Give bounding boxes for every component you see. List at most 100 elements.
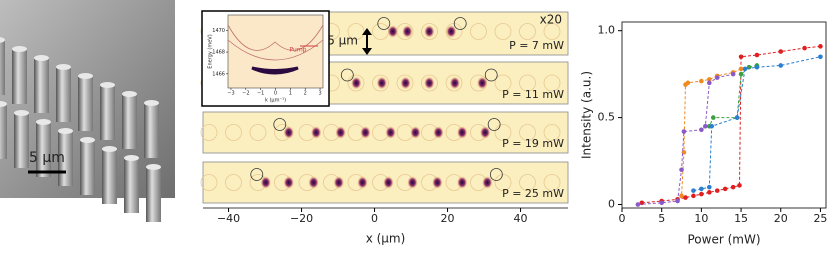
y-axis-label: Intensity (a.u.) [580, 71, 594, 159]
data-point [703, 123, 708, 129]
pillar-top [58, 128, 73, 134]
pump-ring [347, 74, 365, 92]
condensate [432, 176, 443, 189]
x-tick-label: 20 [441, 212, 455, 225]
data-point [699, 127, 704, 133]
inset-x-label: k (µm⁻¹) [265, 98, 286, 104]
data-point [710, 115, 716, 120]
pillar [80, 140, 95, 195]
condensate [387, 25, 398, 38]
data-point [754, 52, 760, 58]
inset-x-tick-label: −2 [242, 91, 249, 97]
pump-ring [543, 174, 561, 191]
condensate [449, 77, 460, 89]
data-point [737, 183, 742, 188]
data-point [778, 49, 784, 54]
y-tick-label: 0 [608, 198, 615, 211]
plot-frame [621, 21, 827, 209]
data-point [707, 80, 712, 86]
pump-ring [494, 174, 512, 191]
pillar [34, 58, 49, 113]
pillar-top [122, 91, 137, 97]
x-axis-label: Power (mW) [687, 233, 760, 247]
pump-circle [377, 17, 391, 30]
pillar [100, 85, 115, 140]
strip [202, 111, 569, 154]
data-point [635, 202, 641, 207]
pillar-top [78, 73, 93, 79]
x-tick-label: 0 [371, 212, 378, 225]
x-tick-label: 25 [813, 212, 827, 225]
pillar-top [124, 155, 139, 161]
data-point [699, 191, 704, 197]
condensate [402, 25, 413, 38]
dispersion [227, 39, 324, 61]
inset-x-tick-label: 0 [274, 91, 277, 97]
y-tick-label: 1.0 [598, 24, 616, 37]
pillar [78, 76, 93, 131]
pillar [102, 149, 117, 204]
x-tick-label: −40 [217, 212, 240, 225]
pillar-top [144, 100, 159, 106]
pump-ring [470, 23, 487, 40]
pump-ring [494, 124, 512, 141]
condensate [283, 126, 294, 139]
condensate [482, 176, 493, 189]
condensate [351, 77, 362, 89]
data-point [818, 54, 823, 60]
series-line [641, 45, 821, 204]
pump-ring [200, 124, 218, 141]
data-point [734, 115, 740, 120]
data-point [738, 66, 744, 72]
pillar-top [146, 164, 161, 170]
pump-ring [519, 174, 536, 191]
pump-ring [519, 23, 536, 40]
pillar [56, 67, 71, 122]
pillar [122, 94, 137, 149]
condensate [400, 77, 411, 89]
pillar [0, 104, 7, 159]
x-tick-label: 40 [514, 212, 528, 225]
data-point [707, 190, 712, 195]
y-tick-label: 0.5 [598, 111, 616, 124]
scale-label: 5 µm [327, 34, 358, 48]
pillar-top [102, 146, 117, 152]
data-point [709, 123, 714, 129]
condensate [383, 176, 394, 189]
inset-x-tick-label: 1 [289, 91, 292, 97]
data-point [683, 82, 688, 87]
pump-ring [200, 174, 218, 191]
pillar [124, 158, 139, 213]
pillar-top [80, 137, 95, 143]
data-point [722, 186, 728, 192]
data-point [714, 188, 720, 193]
pillar [146, 167, 161, 222]
data-point [679, 167, 684, 173]
data-point [691, 188, 696, 193]
data-point [802, 45, 807, 51]
pump-ring [519, 124, 536, 141]
x-axis-label: x (µm) [366, 232, 406, 246]
data-point [818, 44, 823, 49]
inset-x-tick-label: 2 [304, 91, 307, 97]
pump-ring [225, 174, 242, 191]
x-tick-label: 5 [658, 212, 665, 225]
data-point [691, 193, 696, 199]
pillar-top [0, 101, 7, 107]
pillar-top [0, 37, 5, 43]
condensate [457, 176, 468, 189]
dispersion [227, 24, 324, 51]
pump-circle [453, 17, 467, 30]
power-label: P = 7 mW [509, 39, 564, 52]
arrow-head [362, 28, 372, 55]
data-point [754, 64, 760, 70]
data-point [730, 71, 736, 77]
data-point [659, 200, 664, 206]
condensate [424, 77, 435, 89]
data-point [681, 129, 687, 134]
pillar-top [100, 82, 115, 88]
x-tick-label: 15 [734, 212, 748, 225]
pillar-top [14, 110, 29, 116]
series-line [693, 56, 821, 192]
pump-ring [421, 74, 438, 92]
